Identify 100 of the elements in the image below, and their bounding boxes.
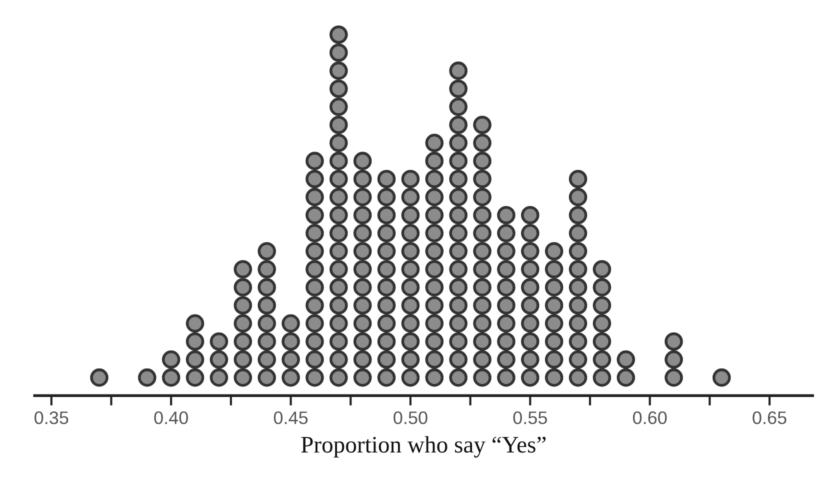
point (377, 278, 396, 296)
point (449, 188, 468, 206)
point (234, 296, 252, 315)
x-tick-label: 0.65 (752, 411, 786, 424)
point (330, 134, 348, 152)
point (521, 224, 540, 242)
point (401, 170, 420, 188)
point (592, 296, 612, 315)
point (449, 314, 468, 333)
point (330, 242, 348, 260)
point (234, 368, 252, 387)
point (544, 314, 564, 333)
x-tick-label: 0.60 (632, 411, 667, 424)
point (306, 368, 324, 387)
point (401, 368, 420, 387)
point (473, 260, 492, 278)
point (234, 332, 252, 351)
point (473, 296, 492, 315)
point (330, 206, 348, 224)
point (425, 296, 444, 315)
point (330, 98, 348, 116)
point (330, 188, 348, 206)
point (568, 242, 588, 260)
point (330, 116, 348, 134)
point (473, 314, 492, 333)
point (473, 332, 492, 351)
x-tick-label: 0.35 (34, 411, 68, 424)
point (234, 314, 252, 333)
point (497, 368, 516, 387)
point (234, 350, 252, 369)
point (186, 314, 204, 333)
point (544, 350, 564, 369)
point (497, 260, 516, 278)
point (401, 224, 420, 242)
point (568, 260, 588, 278)
point (401, 296, 420, 315)
point (592, 332, 612, 351)
point (497, 278, 516, 296)
point (186, 332, 204, 351)
point (521, 260, 540, 278)
point (425, 224, 444, 242)
point (568, 314, 588, 333)
point (377, 332, 396, 351)
point (306, 278, 324, 296)
point (497, 206, 516, 224)
point (330, 260, 348, 278)
point (521, 242, 540, 260)
point (449, 368, 468, 387)
point (138, 368, 156, 387)
point (425, 134, 444, 152)
point (258, 332, 276, 351)
point (353, 170, 372, 188)
point (306, 332, 324, 351)
point (521, 296, 540, 315)
point (449, 152, 468, 170)
point (568, 350, 588, 369)
point (521, 278, 540, 296)
point (401, 260, 420, 278)
point (330, 350, 348, 369)
point (306, 296, 324, 315)
point (568, 206, 588, 224)
point (353, 224, 372, 242)
point (473, 188, 492, 206)
point (306, 224, 324, 242)
point (449, 260, 468, 278)
point (258, 278, 276, 296)
point (473, 242, 492, 260)
point (449, 206, 468, 224)
point (521, 368, 540, 387)
point (330, 152, 348, 170)
point (330, 368, 348, 387)
point (377, 314, 396, 333)
point (568, 188, 588, 206)
point (377, 368, 396, 387)
point (258, 350, 276, 369)
point (616, 368, 636, 387)
point (353, 278, 372, 296)
point (425, 242, 444, 260)
point (401, 278, 420, 296)
point (306, 152, 324, 170)
point (616, 350, 636, 369)
point (186, 368, 204, 387)
point (377, 242, 396, 260)
point (449, 98, 468, 116)
point (473, 134, 492, 152)
point (664, 368, 683, 387)
point (330, 62, 348, 80)
point (568, 278, 588, 296)
point (521, 350, 540, 369)
point (473, 116, 492, 134)
point (377, 206, 396, 224)
point (353, 260, 372, 278)
x-tick-label: 0.50 (394, 411, 428, 424)
point (449, 80, 468, 98)
point (425, 314, 444, 333)
point (377, 260, 396, 278)
point (162, 368, 180, 387)
point (449, 170, 468, 188)
point (401, 206, 420, 224)
point (258, 296, 276, 315)
